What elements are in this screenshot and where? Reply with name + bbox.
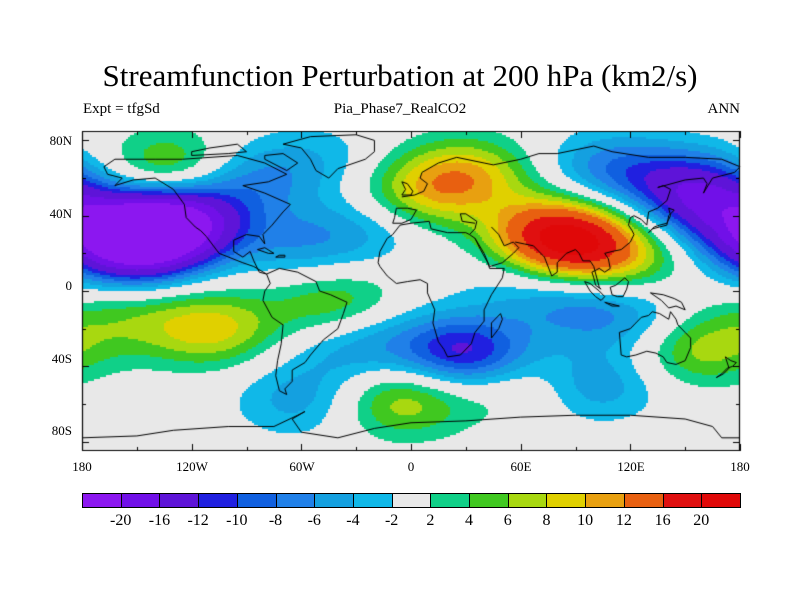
experiment-label: Expt = tfgSd — [83, 101, 160, 117]
colorbar-label: -4 — [346, 512, 360, 529]
colorbar-label: 6 — [503, 512, 512, 529]
lat-label-40s: 40S — [51, 351, 72, 366]
lat-label-80s: 80S — [51, 423, 72, 438]
colorbar-swatch — [391, 493, 432, 508]
lon-label-60w: 60W — [289, 459, 315, 474]
colorbar-swatch — [585, 493, 625, 508]
lon-label-180w: 180 — [72, 459, 92, 474]
lon-label-120w: 120W — [176, 459, 208, 474]
case-name-label: Pia_Phase7_RealCO2 — [333, 101, 467, 117]
colorbar-swatch — [159, 493, 200, 508]
colorbar-label: -16 — [148, 512, 171, 529]
colorbar-swatch — [623, 493, 664, 508]
colorbar-swatch — [507, 493, 548, 508]
colorbar-swatch — [662, 493, 703, 508]
lon-label-180e: 180 — [730, 459, 750, 474]
lat-label-40n: 40N — [49, 206, 72, 221]
colorbar-label: 10 — [577, 512, 594, 529]
colorbar-label: -20 — [110, 512, 132, 529]
colorbar-swatch — [82, 493, 122, 508]
colorbar-label: 2 — [426, 512, 435, 529]
season-label: ANN — [707, 101, 741, 117]
colorbar-label: -6 — [307, 512, 321, 529]
lat-label-0: 0 — [65, 278, 73, 293]
colorbar-swatch — [275, 493, 316, 508]
colorbar-swatch — [469, 493, 509, 508]
colorbar-swatch — [352, 493, 393, 508]
colorbar-label: -8 — [268, 512, 283, 529]
colorbar-label: -10 — [226, 512, 248, 529]
colorbar-label: 16 — [654, 512, 671, 529]
colorbar-swatch — [430, 493, 471, 508]
colorbar-label: 20 — [693, 512, 710, 529]
colorbar-label: -12 — [187, 512, 209, 529]
page-title: Streamfunction Perturbation at 200 hPa (… — [102, 58, 698, 93]
colorbar-swatch — [546, 493, 587, 508]
lon-label-120e: 120E — [617, 459, 645, 474]
lon-label-0: 0 — [407, 459, 415, 474]
colorbar-swatch — [701, 493, 741, 508]
colorbar-label: -2 — [384, 512, 399, 529]
colorbar-swatch — [236, 493, 277, 508]
colorbar-swatch — [120, 493, 161, 508]
colorbar-label: 4 — [465, 512, 474, 529]
lon-label-60e: 60E — [510, 459, 532, 474]
lat-label-80n: 80N — [49, 133, 72, 148]
colorbar-label: 8 — [542, 512, 551, 529]
colorbar-swatch — [314, 493, 354, 508]
colorbar-label: 12 — [615, 512, 632, 529]
colorbar-swatch — [198, 493, 238, 508]
